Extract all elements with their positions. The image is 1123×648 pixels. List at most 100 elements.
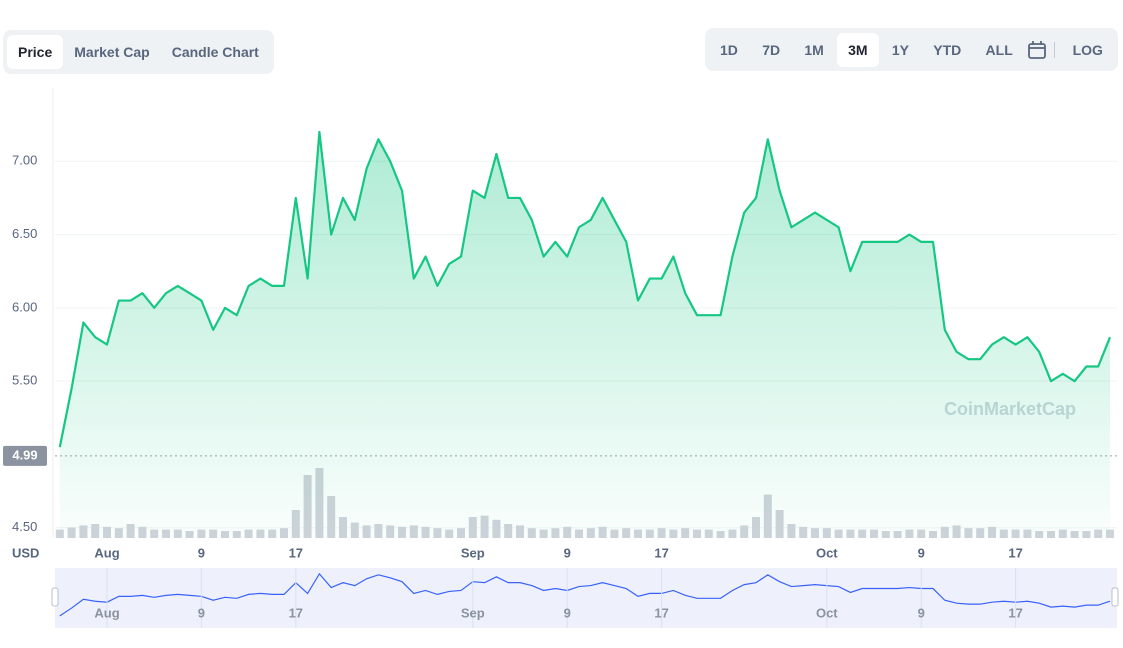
volume-bar [1047,531,1055,538]
navigator-label: 17 [1008,605,1022,620]
volume-bar [221,531,229,538]
volume-bar [256,529,265,538]
volume-bar [280,528,288,538]
y-tick-label: 5.50 [12,373,37,388]
x-tick-label: 9 [918,545,925,560]
tab[interactable]: ALL [985,41,1013,58]
x-tick-label: Sep [461,545,485,560]
volume-bar [303,475,312,538]
volume-bar [575,529,583,538]
volume-bar [55,529,64,538]
x-tick-label: Oct [816,545,838,560]
volume-bar [468,517,477,538]
tab[interactable]: YTD [933,41,962,58]
line [58,130,1112,448]
volume-bar [657,528,666,538]
volume-bar [339,517,347,538]
y-tick-label: 7.00 [12,153,37,168]
y-tick-label: 6.50 [12,226,37,241]
volume-bar [409,525,418,538]
navigator-handle [51,587,59,607]
navigator-label: Aug [94,605,119,620]
volume-bar [362,525,371,538]
volume-bar [173,529,182,538]
navigator-label: 9 [918,605,925,620]
volume-bar [244,529,253,538]
volume-bar [504,524,513,538]
tab[interactable]: LOG [1072,41,1103,58]
navigator-label: 9 [198,605,205,620]
volume-bar [940,526,949,538]
navigator-label: 17 [289,605,303,620]
watermark: CoinMarketCap [944,399,1076,419]
y-tick-label: 4.50 [12,519,37,534]
volume-bar [1058,529,1067,538]
volume-bar [964,528,973,538]
volume-bar [114,528,123,538]
volume-bar [209,529,218,538]
x-tick-label: 17 [1008,545,1022,560]
volume-bar [952,525,961,538]
volume-bar [103,526,111,538]
volume-bar [445,529,454,538]
volume-bar [681,528,690,538]
volume-bar [350,522,359,538]
volume-bar [138,526,147,538]
volume-bar [834,529,843,538]
volume-bar [586,528,595,538]
volume-bar [516,525,524,538]
volume-bar [67,527,76,538]
volume-bar [315,468,324,538]
volume-bar [1011,529,1020,538]
y-tick-label: 6.00 [12,299,37,314]
navigator-label: Sep [461,605,485,620]
volume-bar [799,526,808,538]
volume-bar [197,529,206,538]
navigator-label: 9 [564,605,571,620]
volume-bar [492,519,501,538]
volume-bar [740,525,749,538]
tab[interactable]: Market Cap [74,44,150,60]
tab[interactable]: 1Y [891,41,909,58]
tab[interactable]: 1M [804,41,824,58]
tab[interactable]: 7D [762,41,781,58]
volume-bar [704,529,713,538]
calendar-icon[interactable] [1026,39,1048,61]
volume-bar [150,529,159,538]
x-tick-label: Aug [94,545,119,560]
volume-bar [822,528,831,538]
volume-bar [386,525,395,538]
volume-bar [457,528,465,538]
volume-bar [126,524,135,538]
volume-bar [1070,531,1079,538]
tab[interactable]: Candle Chart [171,44,259,60]
x-tick-label: 17 [654,545,668,560]
volume-bar [374,524,383,538]
volume-bar [645,529,654,538]
volume-bar [763,494,772,538]
volume-bar [291,510,300,538]
tab[interactable]: Price [7,35,64,69]
volume-bar [775,510,784,538]
tab[interactable]: 1D [720,41,738,58]
volume-bar [327,496,336,538]
volume-bar [693,529,701,538]
volume-bar [1106,529,1114,538]
navigator-bg [55,568,1117,628]
navigator-line [59,572,1111,617]
volume-bar [870,529,878,538]
volume-bar [669,529,678,538]
area [59,131,1110,538]
volume-bar [929,531,937,538]
volume-bar [268,529,277,538]
tab[interactable]: 3M [837,32,879,67]
volume-bar [1082,531,1091,538]
volume-bar [917,529,926,538]
reference-label-bg [3,445,47,466]
volume-bar [551,528,560,538]
volume-bar [988,526,996,538]
volume-bar [787,524,796,538]
chart-type-tabs: Price Market Cap Candle Chart [3,30,274,74]
volume-bar [1094,529,1103,538]
